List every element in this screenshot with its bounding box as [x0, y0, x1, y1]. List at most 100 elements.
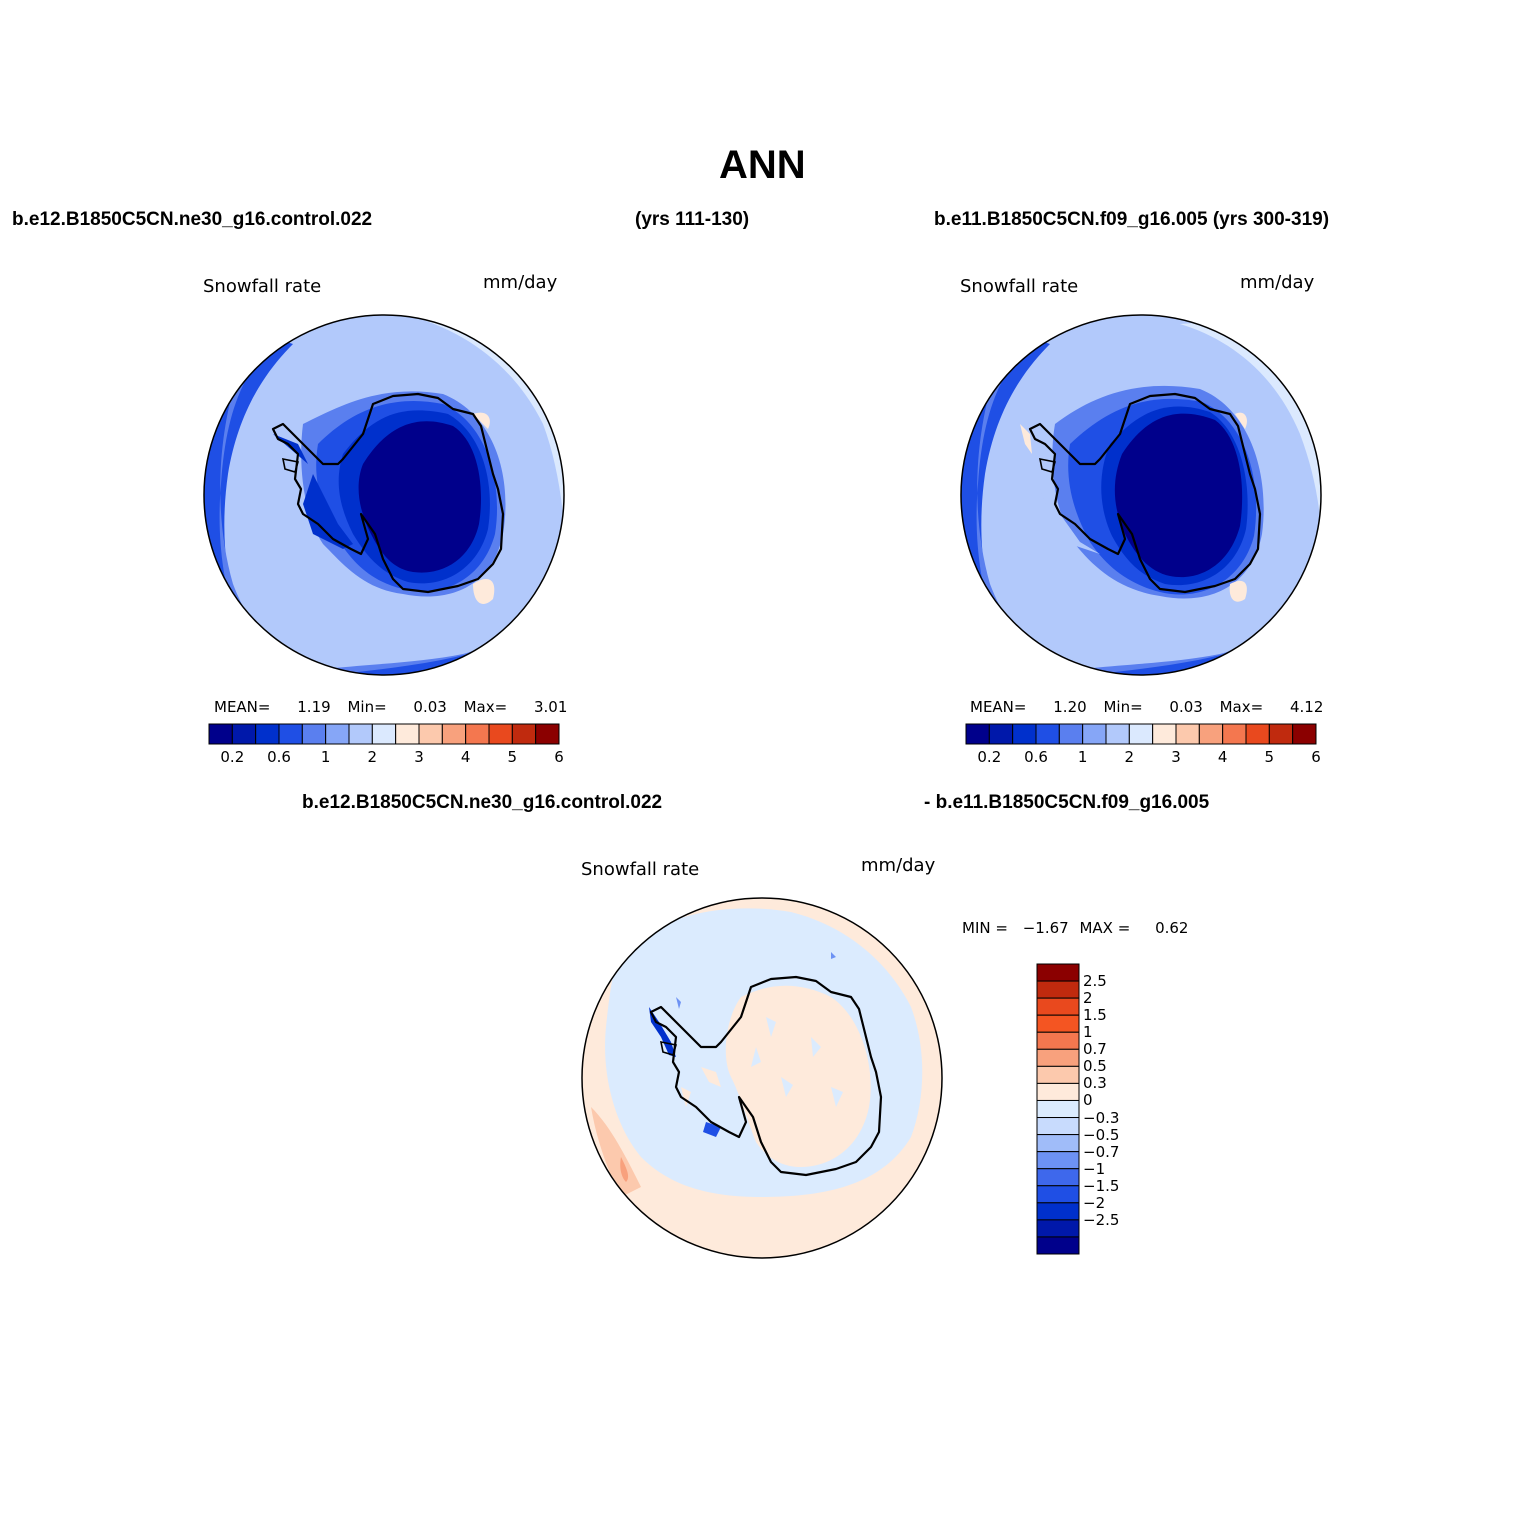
panel3-variable-label: Snowfall rate	[581, 859, 700, 880]
panel2-variable-label: Snowfall rate	[960, 276, 1079, 297]
panel3-colorbar-tick-label: 0.3	[1083, 1074, 1107, 1093]
panel3-colorbar-swatch	[1036, 1065, 1080, 1084]
panel1-mean-value: 1.19	[297, 698, 331, 716]
panel3-colorbar-tick-label: −1	[1083, 1159, 1106, 1178]
panel3-min-value: −1.67	[1022, 919, 1069, 937]
panel2-units-label: mm/day	[1240, 272, 1315, 293]
panel2-colorbar-tick-label: 6	[1311, 748, 1321, 766]
panel2-colorbar-swatch	[1245, 723, 1270, 745]
diff-title-left: b.e12.B1850C5CN.ne30_g16.control.022	[302, 792, 663, 813]
panel2-colorbar-tick-label: 3	[1171, 748, 1181, 766]
panel1-max-value: 3.01	[533, 698, 568, 716]
panel3-colorbar-tick-label: 0.7	[1083, 1040, 1107, 1059]
panel2-colorbar-ticks: 0.2 0.6 1 2 3 4 5 6	[966, 748, 1320, 768]
panel2-colorbar-swatch	[1058, 723, 1084, 745]
panel2-colorbar-swatch	[1175, 723, 1200, 745]
panel2-colorbar-tick-label: 0.6	[1024, 748, 1048, 766]
panel3-colorbar-tick-label: −1.5	[1083, 1176, 1120, 1195]
panel2-colorbar-swatch	[1198, 723, 1224, 745]
panel3-max-label: MAX =	[1079, 919, 1131, 937]
panel1-colorbar-tick-label: 6	[554, 748, 564, 766]
panel3-colorbar-swatch	[1036, 1185, 1080, 1204]
panel1-colorbar-swatch	[465, 723, 490, 745]
panel3-colorbar-tick-label: 1.5	[1083, 1006, 1107, 1025]
case-title-left-years: (yrs 111-130)	[635, 209, 750, 230]
panel3-min-label: MIN =	[962, 919, 1008, 937]
panel3-colorbar-swatch	[1036, 1117, 1080, 1136]
panel1-colorbar-swatch	[278, 723, 303, 745]
panel2-colorbar-swatch	[1128, 723, 1154, 745]
panel2-colorbar-swatch	[1268, 723, 1294, 745]
panel2-colorbar-swatch	[1035, 723, 1060, 745]
panel3-colorbar-swatch	[1036, 1219, 1080, 1238]
panel2-colorbar-tick-label: 5	[1264, 748, 1275, 766]
panel3-colorbar-tick-label: 0.5	[1083, 1057, 1107, 1076]
panel2-colorbar-tick-label: 0.2	[977, 748, 1002, 766]
panel3-colorbar-swatch	[1036, 1236, 1080, 1255]
panel3-colorbar-tick-label: −0.5	[1083, 1125, 1120, 1144]
panel3-colorbar-tick-label: 0	[1083, 1091, 1093, 1110]
panel3-colorbar	[1036, 963, 1080, 1255]
panel2-colorbar-swatch	[1105, 723, 1130, 745]
panel1-colorbar-swatch	[301, 723, 327, 745]
panel1-colorbar-swatch	[255, 723, 280, 745]
panel3-polar-map	[581, 897, 943, 1259]
panel3-colorbar-swatch	[1036, 1134, 1080, 1153]
panel1-colorbar-swatch	[325, 723, 350, 745]
panel1-colorbar-ticks: 0.2 0.6 1 2 3 4 5 6	[209, 748, 563, 768]
panel3-stats: MIN = −1.67 MAX = 0.62	[962, 919, 1188, 937]
panel2-colorbar-swatch	[1152, 723, 1177, 745]
panel2-colorbar-swatch	[1292, 723, 1317, 745]
panel2-colorbar-swatch	[988, 723, 1014, 745]
panel2-polar-map	[960, 314, 1322, 676]
panel1-colorbar-swatch	[231, 723, 257, 745]
panel1-colorbar	[208, 723, 560, 745]
panel1-min-label: Min=	[347, 698, 387, 716]
panel2-colorbar-swatch	[1012, 723, 1037, 745]
panel3-colorbar-swatch	[1036, 1202, 1080, 1221]
panel3-colorbar-swatch	[1036, 1151, 1080, 1170]
panel1-polar-map	[203, 314, 565, 676]
panel2-max-value: 4.12	[1289, 698, 1324, 716]
panel3-colorbar-tick-label: −0.7	[1083, 1142, 1120, 1161]
panel2-colorbar	[965, 723, 1317, 745]
panel2-stats: MEAN= 1.20 Min= 0.03 Max= 4.12	[970, 698, 1323, 716]
panel2-mean-label: MEAN=	[970, 698, 1027, 716]
panel1-stats: MEAN= 1.19 Min= 0.03 Max= 3.01	[214, 698, 567, 716]
page-title: ANN	[719, 143, 806, 187]
panel3-colorbar-tick-label: 2	[1083, 989, 1093, 1008]
panel1-colorbar-swatch	[535, 723, 560, 745]
panel3-colorbar-swatch	[1036, 1168, 1080, 1187]
panel3-colorbar-tick-label: −2	[1083, 1193, 1106, 1212]
panel1-colorbar-swatch	[418, 723, 443, 745]
panel2-min-value: 0.03	[1169, 698, 1203, 716]
panel3-units-label: mm/day	[861, 855, 936, 876]
panel1-colorbar-tick-label: 5	[507, 748, 518, 766]
panel1-colorbar-swatch	[348, 723, 373, 745]
panel2-max-label: Max=	[1219, 698, 1264, 716]
panel3-colorbar-swatch	[1036, 963, 1080, 982]
diff-title-right: - b.e11.B1850C5CN.f09_g16.005	[924, 792, 1210, 813]
panel3-colorbar-ticks: 2.5 2 1.5 1 0.7 0.5 0.3 0 −0.3 −0.5 −0.7 −1 −1.5 −2 −2…	[1083, 964, 1143, 1254]
case-title-right: b.e11.B1850C5CN.f09_g16.005 (yrs 300-319…	[934, 209, 1330, 230]
panel2-colorbar-tick-label: 4	[1217, 748, 1228, 766]
panel1-colorbar-tick-label: 2	[367, 748, 378, 766]
panel1-colorbar-swatch	[371, 723, 397, 745]
panel3-colorbar-tick-label: −0.3	[1083, 1108, 1120, 1127]
panel3-colorbar-swatch	[1036, 1099, 1080, 1119]
panel1-variable-label: Snowfall rate	[203, 276, 322, 297]
panel2-colorbar-swatch	[965, 723, 990, 745]
panel1-units-label: mm/day	[483, 272, 558, 293]
panel3-max-value: 0.62	[1155, 919, 1189, 937]
panel1-colorbar-tick-label: 3	[414, 748, 424, 766]
panel1-colorbar-tick-label: 1	[320, 748, 331, 766]
panel1-colorbar-tick-label: 0.2	[220, 748, 245, 766]
panel1-colorbar-tick-label: 0.6	[267, 748, 291, 766]
panel1-min-value: 0.03	[413, 698, 447, 716]
panel3-colorbar-swatch	[1036, 980, 1080, 999]
panel3-colorbar-swatch	[1036, 997, 1080, 1016]
panel2-colorbar-tick-label: 2	[1124, 748, 1135, 766]
panel1-colorbar-swatch	[511, 723, 537, 745]
panel2-colorbar-swatch	[1222, 723, 1247, 745]
panel1-colorbar-swatch	[395, 723, 420, 745]
